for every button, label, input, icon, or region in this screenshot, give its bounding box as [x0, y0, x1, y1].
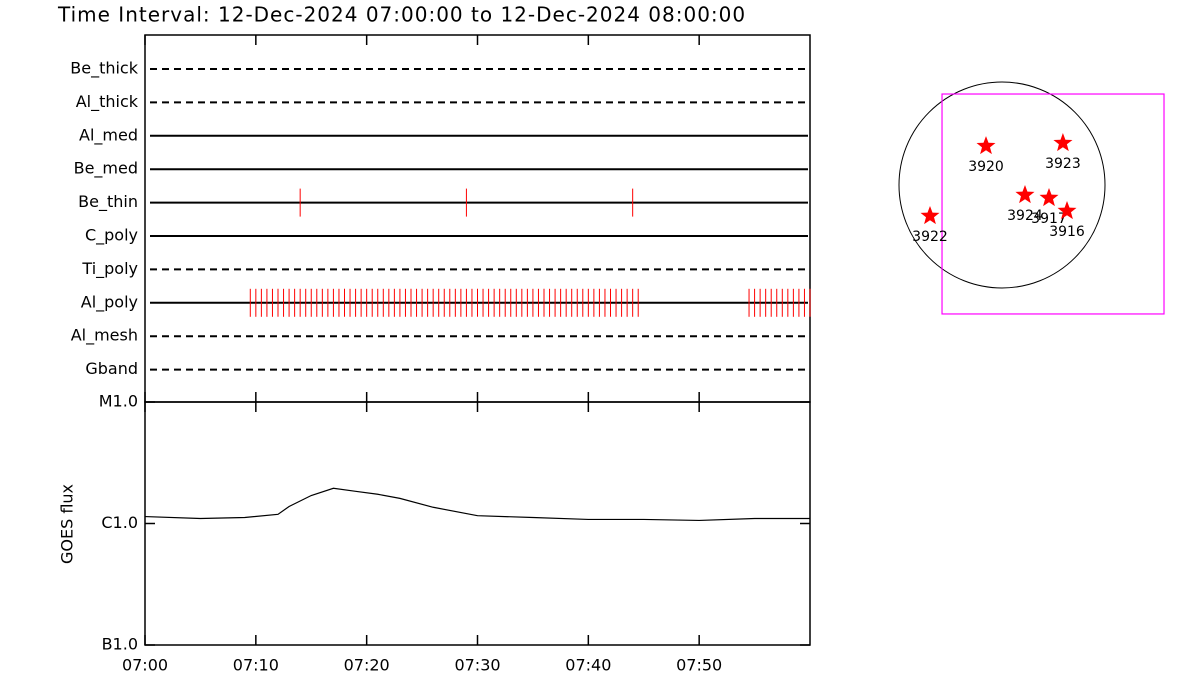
y-tick-label: C1.0 [101, 513, 138, 532]
region-label: 3916 [1049, 224, 1085, 240]
region-label: 3924 [1007, 208, 1043, 224]
region-star [1057, 201, 1077, 220]
filter-label: C_poly [85, 226, 138, 246]
filter-label: Al_mesh [71, 326, 138, 346]
goes-line [144, 487, 810, 522]
x-tick-label: 07:10 [233, 656, 279, 675]
region-label: 3920 [968, 159, 1004, 175]
x-tick-label: 07:00 [122, 656, 168, 675]
filter-label: Al_med [79, 125, 138, 145]
region-label: 3923 [1045, 156, 1081, 172]
region-star [920, 206, 940, 225]
region-star [976, 136, 996, 155]
solar-disk [898, 81, 1106, 289]
region-star [1015, 185, 1035, 204]
region-star [1053, 133, 1073, 152]
x-tick-label: 07:20 [344, 656, 390, 675]
x-tick-label: 07:40 [565, 656, 611, 675]
field-of-view [941, 93, 1165, 315]
y-tick-label: M1.0 [99, 392, 138, 411]
y-axis-label: GOES flux [58, 484, 77, 564]
filter-label: Ti_poly [81, 259, 138, 279]
filter-label: Gband [85, 359, 138, 378]
x-tick-label: 07:50 [676, 656, 722, 675]
region-label: 3922 [912, 229, 948, 245]
region-label: 3917 [1031, 211, 1067, 227]
filter-label: Be_med [74, 159, 138, 179]
filter-label: Be_thick [70, 59, 138, 79]
filter-label: Be_thin [78, 192, 138, 212]
filter-label: Al_thick [76, 92, 139, 112]
region-star [1039, 188, 1059, 207]
x-tick-label: 07:30 [454, 656, 500, 675]
filter-label: Al_poly [81, 292, 138, 312]
chart-title: Time Interval: 12-Dec-2024 07:00:00 to 1… [57, 3, 746, 27]
y-tick-label: B1.0 [102, 635, 138, 654]
